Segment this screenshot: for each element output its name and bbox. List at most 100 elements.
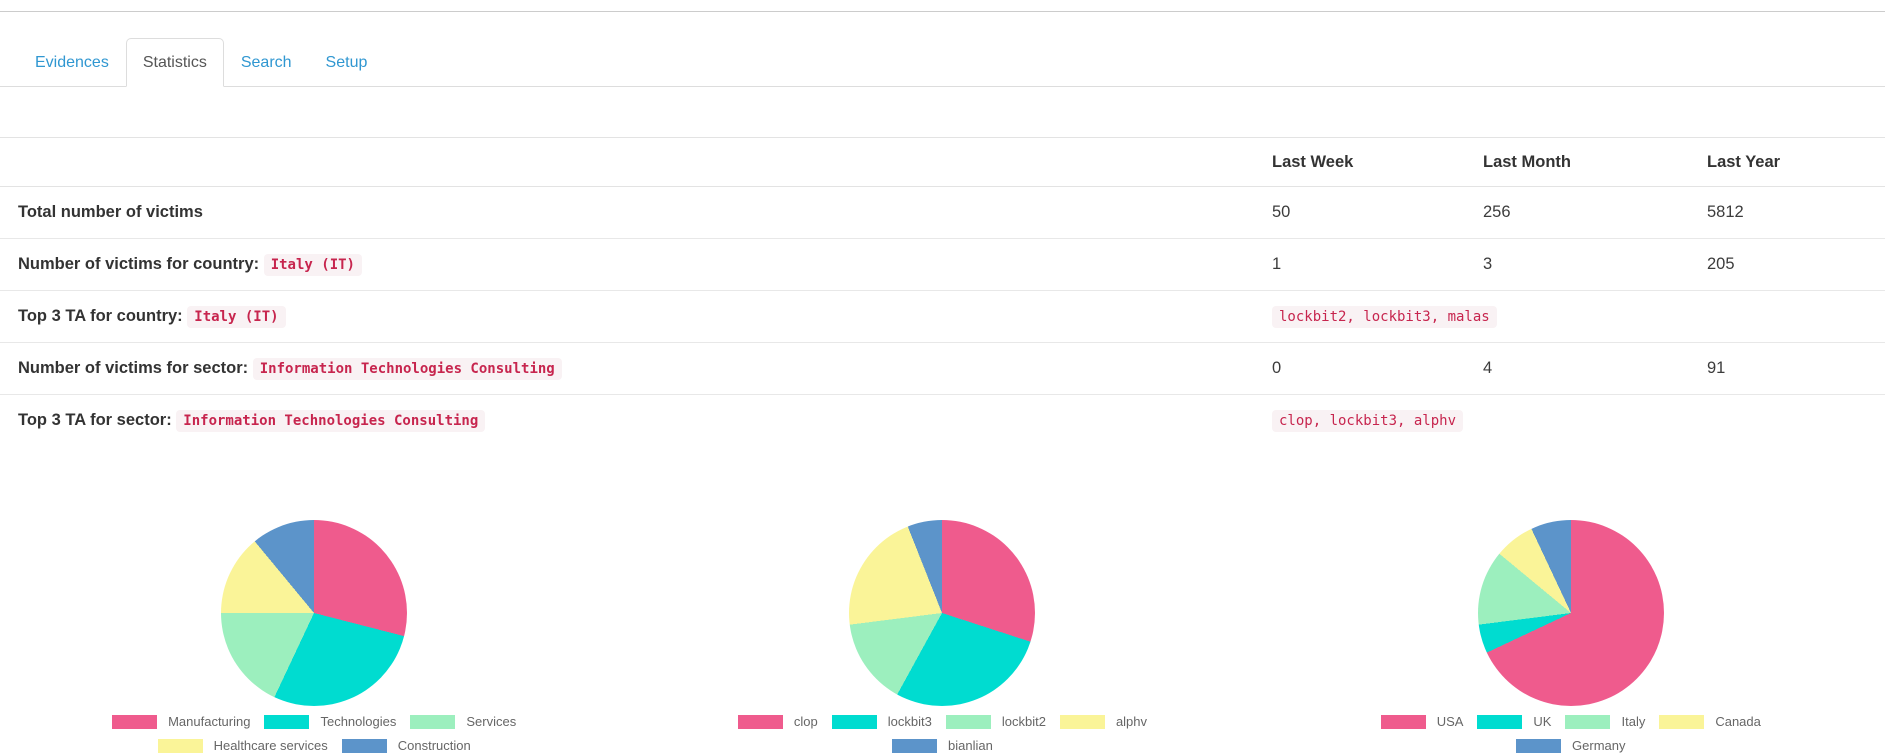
row-label-code-badge: Italy (IT) bbox=[263, 254, 362, 276]
value-cell: 50 bbox=[1272, 203, 1291, 221]
legend-item-Services[interactable]: Services bbox=[410, 714, 516, 729]
tab-bar: Evidences Statistics Search Setup bbox=[0, 38, 1885, 87]
top-divider bbox=[0, 0, 1885, 12]
row-label: Top 3 TA for country: Italy (IT) bbox=[0, 290, 1264, 343]
legend-item-Technologies[interactable]: Technologies bbox=[264, 714, 396, 729]
legend-label: lockbit2 bbox=[1001, 714, 1046, 729]
legend-row: clop lockbit3 lockbit2 alphv bbox=[731, 714, 1154, 729]
top-threat-actors-legend: clop lockbit3 lockbit2 alphv bianlian bbox=[731, 714, 1154, 753]
legend-swatch bbox=[737, 714, 783, 729]
legend-label: alphv bbox=[1115, 714, 1148, 729]
header-last-year: Last Year bbox=[1699, 137, 1885, 187]
value-cell: 0 bbox=[1264, 342, 1475, 395]
value-cell: 5812 bbox=[1707, 203, 1744, 221]
table-row: Top 3 TA for country: Italy (IT) lockbit2… bbox=[0, 290, 1885, 343]
legend-label: clop bbox=[793, 714, 818, 729]
victims-by-sector-pie[interactable] bbox=[221, 520, 408, 706]
legend-swatch bbox=[1516, 738, 1562, 753]
value-cell: 4 bbox=[1475, 342, 1699, 395]
victims-by-sector-chart: Manufacturing Technologies Services Healthc… bbox=[0, 520, 628, 753]
table-row: Top 3 TA for sector: Information Technol… bbox=[0, 394, 1885, 446]
legend-row: Manufacturing Technologies Services bbox=[105, 714, 523, 729]
table-header-row: Last Week Last Month Last Year bbox=[0, 137, 1885, 187]
pie-charts-row: Manufacturing Technologies Services Healthc… bbox=[0, 520, 1885, 753]
legend-label: Construction bbox=[397, 738, 471, 753]
legend-label: Services bbox=[466, 714, 517, 729]
legend-item-USA[interactable]: USA bbox=[1380, 714, 1464, 729]
legend-row: bianlian bbox=[885, 738, 1000, 753]
tab-statistics[interactable]: Statistics bbox=[125, 38, 224, 87]
legend-swatch bbox=[1059, 714, 1105, 729]
header-last-month: Last Month bbox=[1475, 137, 1699, 187]
tab-setup[interactable]: Setup bbox=[325, 54, 368, 71]
value-code-badge: clop, lockbit3, alphv bbox=[1272, 410, 1464, 432]
victims-by-country-pie[interactable] bbox=[1477, 520, 1664, 706]
value-code-badge: lockbit2, lockbit3, malas bbox=[1272, 306, 1497, 328]
legend-label: Technologies bbox=[320, 714, 397, 729]
legend-item-Manufacturing[interactable]: Manufacturing bbox=[112, 714, 250, 729]
row-label: Number of victims for country: Italy (IT… bbox=[0, 238, 1264, 291]
value-cell: 91 bbox=[1699, 342, 1885, 395]
top-threat-actors-chart: clop lockbit3 lockbit2 alphv bianlian bbox=[628, 520, 1256, 753]
table-row: Number of victims for country: Italy (IT… bbox=[0, 238, 1885, 291]
value-cell: 3 bbox=[1475, 238, 1699, 291]
legend-label: Canada bbox=[1715, 714, 1761, 729]
legend-item-Canada[interactable]: Canada bbox=[1659, 714, 1761, 729]
legend-swatch bbox=[892, 738, 938, 753]
value-cell: 256 bbox=[1483, 203, 1511, 221]
legend-swatch bbox=[1659, 714, 1705, 729]
legend-swatch bbox=[1565, 714, 1611, 729]
legend-swatch bbox=[1380, 714, 1426, 729]
legend-item-bianlian[interactable]: bianlian bbox=[892, 738, 993, 753]
legend-item-Healthcare services[interactable]: Healthcare services bbox=[157, 738, 328, 753]
legend-label: bianlian bbox=[948, 738, 993, 753]
legend-label: USA bbox=[1436, 714, 1464, 729]
row-label-code-badge: Italy (IT) bbox=[187, 306, 286, 328]
legend-swatch bbox=[831, 714, 877, 729]
legend-label: lockbit3 bbox=[887, 714, 932, 729]
legend-swatch bbox=[264, 714, 310, 729]
legend-label: UK bbox=[1533, 714, 1552, 729]
row-label: Number of victims for sector: Informatio… bbox=[0, 342, 1264, 395]
row-label-code-badge: Information Technologies Consulting bbox=[176, 410, 486, 432]
legend-label: Manufacturing bbox=[168, 714, 251, 729]
legend-swatch bbox=[341, 738, 387, 753]
statistics-table-body: Total number of victims 50 256 5812 Number o… bbox=[0, 187, 1885, 446]
legend-item-UK[interactable]: UK bbox=[1477, 714, 1551, 729]
legend-row: USA UK Italy Canada bbox=[1374, 714, 1768, 729]
victims-by-sector-legend: Manufacturing Technologies Services Healthc… bbox=[105, 714, 523, 753]
value-cell: 205 bbox=[1699, 238, 1885, 291]
victims-by-country-chart: USA UK Italy Canada Germany bbox=[1257, 520, 1885, 753]
legend-label: Italy bbox=[1621, 714, 1646, 729]
legend-swatch bbox=[157, 738, 203, 753]
legend-swatch bbox=[112, 714, 158, 729]
legend-item-lockbit2[interactable]: lockbit2 bbox=[945, 714, 1046, 729]
row-label: Top 3 TA for sector: Information Technol… bbox=[0, 394, 1264, 446]
value-code-cell: clop, lockbit3, alphv bbox=[1264, 394, 1885, 446]
value-cell: 1 bbox=[1264, 238, 1475, 291]
table-row: Number of victims for sector: Informatio… bbox=[0, 342, 1885, 395]
legend-item-lockbit3[interactable]: lockbit3 bbox=[831, 714, 932, 729]
header-last-week: Last Week bbox=[1264, 137, 1475, 187]
legend-row: Healthcare services Construction bbox=[151, 738, 478, 753]
legend-swatch bbox=[410, 714, 456, 729]
row-label-code-badge: Information Technologies Consulting bbox=[252, 358, 562, 380]
legend-label: Healthcare services bbox=[213, 738, 328, 753]
row-label: Total number of victims bbox=[18, 203, 203, 221]
header-empty-cell bbox=[0, 137, 1264, 187]
legend-item-Construction[interactable]: Construction bbox=[341, 738, 471, 753]
legend-item-clop[interactable]: clop bbox=[737, 714, 818, 729]
table-row: Total number of victims 50 256 5812 bbox=[0, 187, 1885, 239]
tab-evidences[interactable]: Evidences bbox=[35, 54, 109, 71]
legend-item-alphv[interactable]: alphv bbox=[1059, 714, 1148, 729]
legend-label: Germany bbox=[1572, 738, 1626, 753]
tab-search[interactable]: Search bbox=[240, 54, 292, 71]
top-threat-actors-pie[interactable] bbox=[849, 520, 1036, 706]
legend-swatch bbox=[945, 714, 991, 729]
legend-row: Germany bbox=[1509, 738, 1632, 753]
value-code-cell: lockbit2, lockbit3, malas bbox=[1264, 290, 1885, 343]
legend-item-Italy[interactable]: Italy bbox=[1565, 714, 1645, 729]
legend-swatch bbox=[1477, 714, 1523, 729]
legend-item-Germany[interactable]: Germany bbox=[1516, 738, 1626, 753]
statistics-table: Last Week Last Month Last Year Total num… bbox=[0, 137, 1885, 446]
